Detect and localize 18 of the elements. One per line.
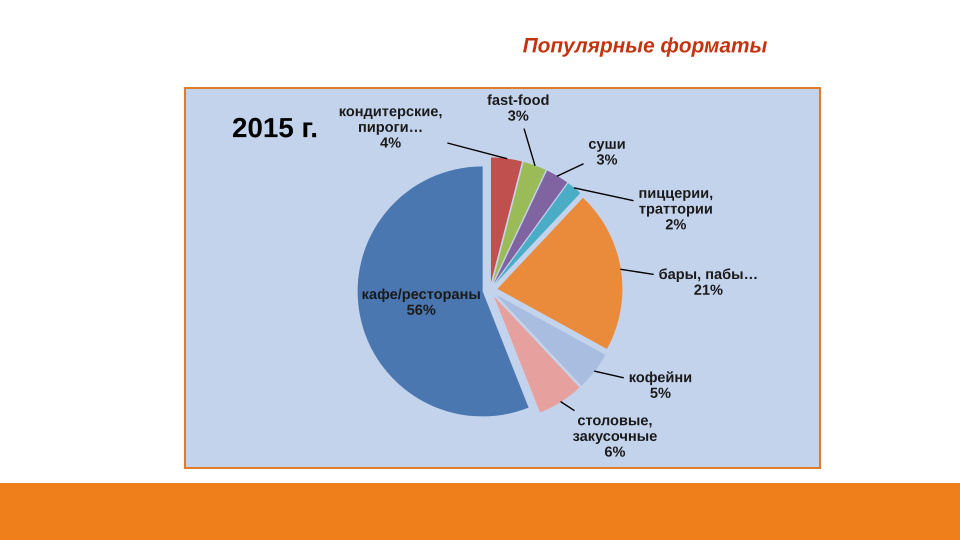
slice-label: столовые, закусочные [572,417,657,444]
data-label: 6% [604,446,626,457]
text: 2015 г. [232,118,316,138]
data-label: 3% [596,154,618,165]
data-label: 21% [694,284,723,295]
slice-label: fast-food [487,94,548,106]
data-label: 3% [508,110,528,121]
slice-label: суши [588,140,625,152]
data-label: 4% [380,137,401,148]
slice-label: бары, пабы… [659,268,757,282]
slice-label: кондитерские, пироги… [340,108,442,135]
chart-title: Популярные форматы [523,37,767,57]
data-label: 2% [666,219,686,230]
data-label: 5% [650,388,671,398]
slice-label: кофейни [630,371,692,386]
slice-label: кафе/рестораны [362,288,480,302]
slice-label: пиццерии, траттории [639,190,712,217]
data-label: 56% [407,304,436,315]
